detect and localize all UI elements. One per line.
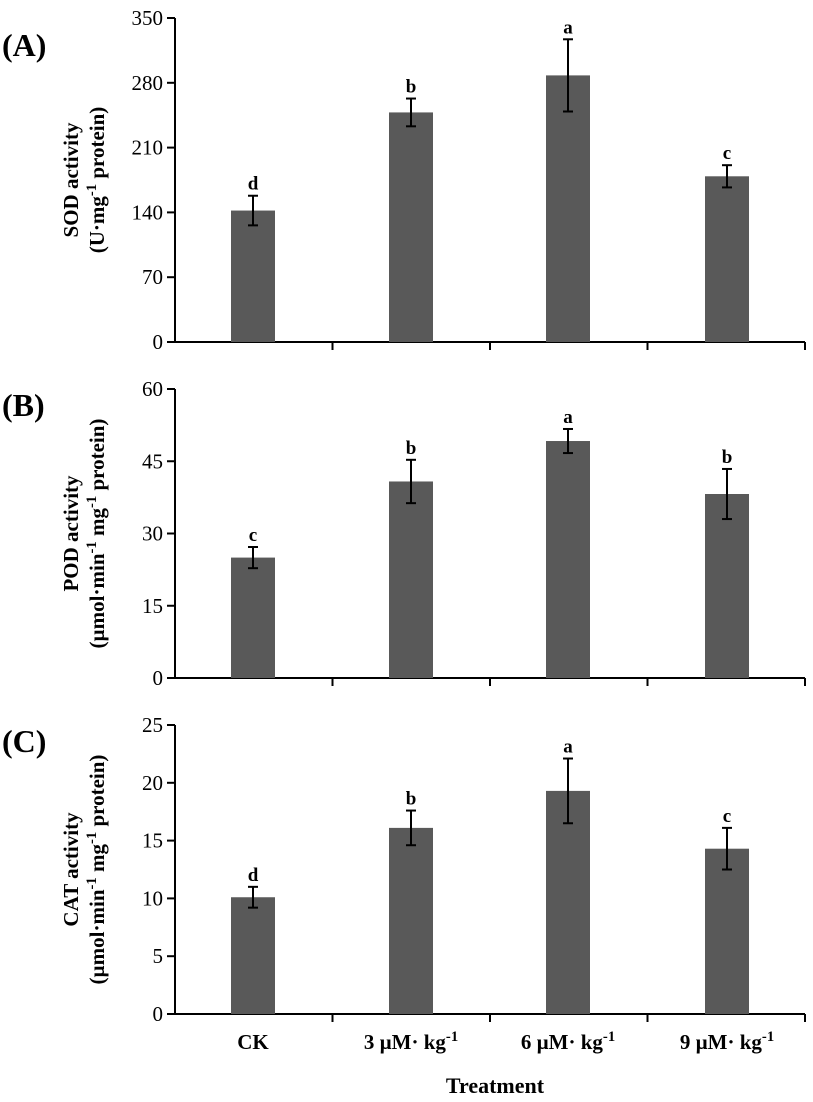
bar	[389, 827, 433, 1014]
x-axis-title: Treatment	[446, 1073, 545, 1098]
bar	[389, 481, 433, 678]
y-tick-label: 30	[142, 522, 163, 546]
y-tick-label: 350	[132, 6, 164, 30]
x-category-label: 9 µM· kg-1	[680, 1029, 774, 1054]
y-tick-label: 140	[132, 200, 164, 224]
significance-label: d	[248, 174, 259, 195]
y-axis-title: CAT activity(µmol·min-1 mg-1 protein)	[59, 755, 109, 985]
y-tick-label: 70	[142, 265, 163, 289]
significance-label: b	[722, 447, 733, 468]
panel-label: (B)	[2, 387, 45, 423]
y-tick-label: 25	[142, 713, 163, 737]
y-tick-label: 15	[142, 594, 163, 618]
bar	[546, 75, 590, 342]
panel-a: (A) 0 70 140 210 280 350 SOD activity (U·mg-1 pr…	[2, 6, 806, 354]
bar	[231, 210, 275, 342]
significance-label: b	[406, 789, 417, 810]
y-axis-title-line: SOD activity	[59, 122, 83, 237]
y-axis-title-line: CAT activity	[59, 812, 83, 927]
y-axis-title: SOD activity (U·mg-1 protein)	[59, 107, 109, 254]
significance-label: a	[563, 407, 573, 428]
y-tick-label: 280	[132, 71, 164, 95]
bar	[231, 557, 275, 678]
significance-label: a	[563, 17, 573, 38]
significance-label: b	[406, 77, 417, 98]
panel-label: (C)	[2, 723, 46, 759]
y-axis-title-line: (µmol·min-1 mg-1 protein)	[84, 755, 109, 985]
bar	[231, 897, 275, 1014]
x-category-labels: CK 3 µM· kg-1 6 µM· kg-1 9 µM· kg-1	[237, 1029, 774, 1054]
y-tick-label: 20	[142, 771, 163, 795]
significance-label: c	[723, 143, 731, 164]
y-axis-title-line: POD activity	[59, 475, 83, 592]
bar	[389, 112, 433, 343]
bar	[546, 790, 590, 1014]
y-tick-label: 0	[153, 1002, 164, 1026]
significance-label: b	[406, 438, 417, 459]
bar	[705, 176, 749, 342]
significance-label: d	[248, 865, 259, 886]
y-axis-title: POD activity(µmol·min-1 mg-1 protein)	[59, 419, 109, 649]
y-tick-label: 60	[142, 377, 163, 401]
x-category-label: 3 µM· kg-1	[364, 1029, 458, 1054]
x-category-label: 6 µM· kg-1	[521, 1029, 615, 1054]
bar	[546, 441, 590, 678]
panels: (A) 0 70 140 210 280 350 SOD activity (U·mg-1 pr…	[2, 6, 806, 1026]
y-tick-label: 5	[153, 944, 164, 968]
significance-label: a	[563, 737, 573, 758]
y-axis-title-line: (µmol·min-1 mg-1 protein)	[84, 419, 109, 649]
panel-label: (A)	[2, 27, 46, 63]
panel-b: (B) 0 15 30 45 60 POD activity(µmol·min-1 mg-1…	[2, 377, 806, 690]
significance-label: c	[249, 525, 257, 546]
panel-c: (C) 0 5 10 15 20 25 CAT activity(µmol·min-1 mg-…	[2, 713, 806, 1026]
significance-label: c	[723, 806, 731, 827]
bar	[705, 494, 749, 678]
y-tick-label: 10	[142, 886, 163, 910]
y-axis-title-line: (U·mg-1 protein)	[84, 107, 109, 254]
y-tick-label: 45	[142, 449, 163, 473]
y-tick-label: 210	[132, 136, 164, 160]
y-tick-label: 0	[153, 666, 164, 690]
x-category-label: CK	[237, 1030, 269, 1054]
y-tick-label: 15	[142, 829, 163, 853]
bar	[705, 848, 749, 1014]
y-tick-label: 0	[153, 330, 164, 354]
